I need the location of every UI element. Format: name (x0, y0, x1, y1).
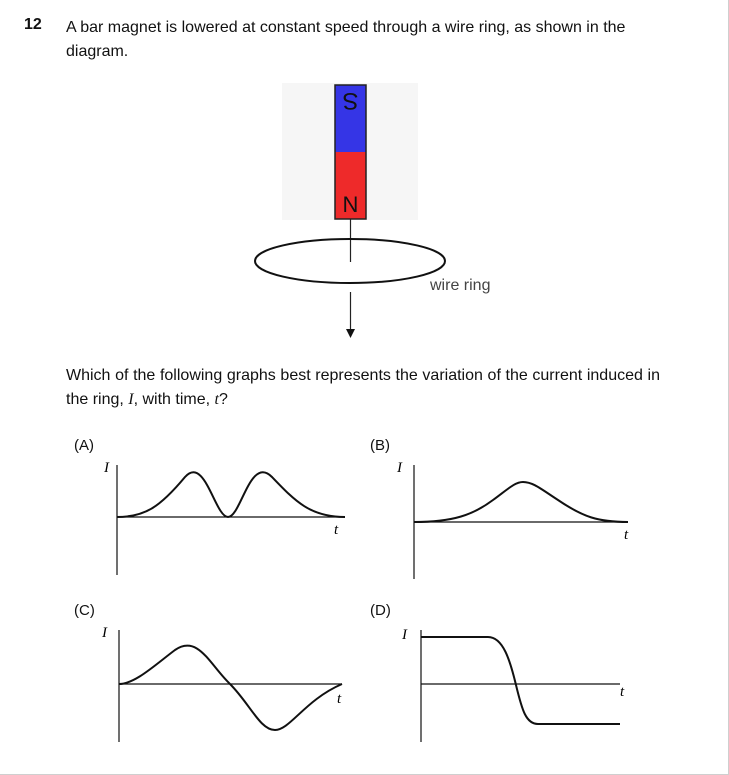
option-c-label: (C) (74, 602, 95, 619)
magnet-north-half (335, 152, 366, 219)
option-b-curve (413, 480, 629, 523)
option-c-y-label: I (101, 625, 108, 641)
option-d-y-label: I (401, 627, 408, 643)
wire-ring-label: wire ring (429, 277, 490, 294)
magnet-ring-diagram: S N wire ring (254, 83, 490, 338)
prompt-var-I: I (128, 391, 134, 408)
magnet-south-half (335, 85, 366, 152)
option-b-label: (B) (370, 437, 390, 454)
option-d-label: (D) (370, 602, 391, 619)
option-c-graph: I t (101, 625, 343, 742)
option-d-x-label: t (620, 684, 625, 700)
option-d-curve (421, 636, 620, 725)
option-b-y-label: I (396, 460, 403, 476)
question-text: A bar magnet is lowered at constant spee… (66, 19, 626, 60)
option-c-x-label: t (337, 691, 342, 707)
option-b-x-label: t (624, 527, 629, 543)
option-a-curve (116, 471, 346, 519)
magnet-north-label: N (343, 192, 359, 217)
prompt-part-1: Which of the following graphs best repre… (66, 367, 660, 408)
option-c-curve (118, 644, 343, 732)
option-a-label: (A) (74, 437, 94, 454)
wire-ring (254, 238, 446, 284)
option-d-graph: I t (401, 627, 625, 742)
option-a-graph: I t (103, 460, 346, 575)
prompt-part-2: , with time, (133, 391, 215, 408)
question-prompt: Which of the following graphs best repre… (66, 364, 660, 412)
option-b-graph: I t (396, 460, 629, 579)
question-number: 12 (24, 16, 42, 33)
motion-arrow-head (346, 329, 355, 338)
prompt-var-t: t (214, 391, 219, 408)
option-a-y-label: I (103, 460, 110, 476)
option-a-x-label: t (334, 522, 339, 538)
magnet-south-label: S (342, 87, 358, 114)
prompt-part-3: ? (218, 391, 228, 408)
